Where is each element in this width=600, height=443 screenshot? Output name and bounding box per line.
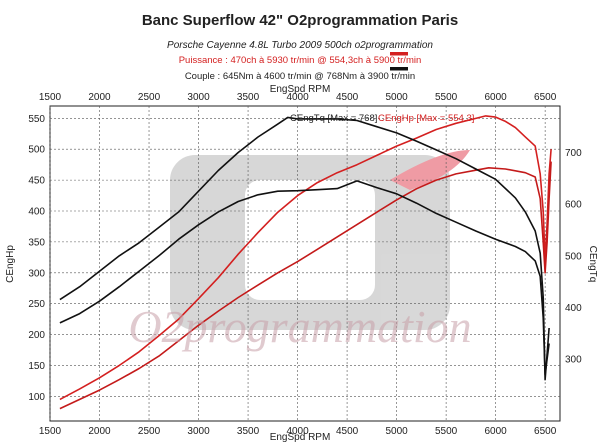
y-left-tick-label: 400 bbox=[28, 207, 45, 218]
x-tick-label-top: 4500 bbox=[336, 92, 359, 103]
series-line-2 bbox=[59, 116, 550, 381]
y-left-tick-label: 500 bbox=[28, 145, 45, 156]
x-tick-label-top: 5000 bbox=[385, 92, 408, 103]
y-left-tick-label: 450 bbox=[28, 176, 45, 187]
x-tick-label-bottom: 3500 bbox=[237, 426, 260, 437]
x-tick-label-top: 3500 bbox=[237, 92, 260, 103]
power-max-label: CEngHp [Max = 554.3] bbox=[378, 113, 474, 124]
x-tick-label-top: 2500 bbox=[138, 92, 161, 103]
torque-info-text: Couple : 645Nm à 4600 tr/min @ 768Nm à 3… bbox=[185, 71, 415, 82]
x-tick-label-top: 5500 bbox=[435, 92, 458, 103]
x-tick-label-top: 2000 bbox=[88, 92, 111, 103]
y-right-tick-label: 700 bbox=[565, 148, 582, 159]
torque-max-label: CEngTq [Max = 768] bbox=[290, 113, 377, 124]
x-tick-label-bottom: 3000 bbox=[187, 426, 210, 437]
x-tick-label-bottom: 5500 bbox=[435, 426, 458, 437]
y-left-tick-label: 150 bbox=[28, 361, 45, 372]
y-right-tick-label: 500 bbox=[565, 251, 582, 262]
x-tick-label-top: 6000 bbox=[485, 92, 508, 103]
series-line-3 bbox=[59, 180, 550, 376]
x-tick-label-bottom: 2500 bbox=[138, 426, 161, 437]
y-right-tick-label: 300 bbox=[565, 355, 582, 366]
watermark-text: O2programmation bbox=[128, 301, 471, 352]
torque-legend-swatch bbox=[390, 67, 408, 71]
x-tick-label-bottom: 5000 bbox=[385, 426, 408, 437]
y-left-tick-label: 200 bbox=[28, 330, 45, 341]
x-tick-label-top: 4000 bbox=[286, 92, 309, 103]
y-left-tick-label: 300 bbox=[28, 268, 45, 279]
y-left-tick-label: 250 bbox=[28, 299, 45, 310]
y-right-tick-label: 400 bbox=[565, 303, 582, 314]
chart-title: Banc Superflow 42" O2programmation Paris bbox=[142, 12, 458, 29]
y-axis-label-right: CEngTq bbox=[587, 246, 598, 283]
x-tick-label-bottom: 1500 bbox=[39, 426, 62, 437]
series-line-1 bbox=[59, 161, 552, 410]
x-axis-label-bottom: EngSpd RPM bbox=[270, 432, 331, 443]
x-tick-label-bottom: 4000 bbox=[286, 426, 309, 437]
y-axis-label-left: CEngHp bbox=[5, 245, 16, 283]
x-tick-label-top: 3000 bbox=[187, 92, 210, 103]
x-tick-label-bottom: 2000 bbox=[88, 426, 111, 437]
x-tick-label-bottom: 6500 bbox=[534, 426, 557, 437]
y-right-tick-label: 600 bbox=[565, 200, 582, 211]
power-info-text: Puissance : 470ch à 5930 tr/min @ 554,3c… bbox=[179, 55, 422, 66]
axis-ticks: 1500 1500 2000 2000 2500 2500 3000 3000 3500 3500… bbox=[28, 92, 582, 437]
x-tick-label-bottom: 6000 bbox=[485, 426, 508, 437]
y-left-tick-label: 350 bbox=[28, 237, 45, 248]
x-tick-label-top: 6500 bbox=[534, 92, 557, 103]
x-axis-label-top: EngSpd RPM bbox=[270, 84, 331, 95]
power-legend-swatch bbox=[390, 52, 408, 56]
y-left-tick-label: 550 bbox=[28, 114, 45, 125]
watermark-logo bbox=[170, 150, 470, 330]
y-left-tick-label: 100 bbox=[28, 392, 45, 403]
chart-subtitle: Porsche Cayenne 4.8L Turbo 2009 500ch o2… bbox=[167, 40, 433, 51]
x-tick-label-top: 1500 bbox=[39, 92, 62, 103]
series-layer bbox=[59, 115, 552, 410]
x-tick-label-bottom: 4500 bbox=[336, 426, 359, 437]
series-line-0 bbox=[59, 115, 552, 401]
